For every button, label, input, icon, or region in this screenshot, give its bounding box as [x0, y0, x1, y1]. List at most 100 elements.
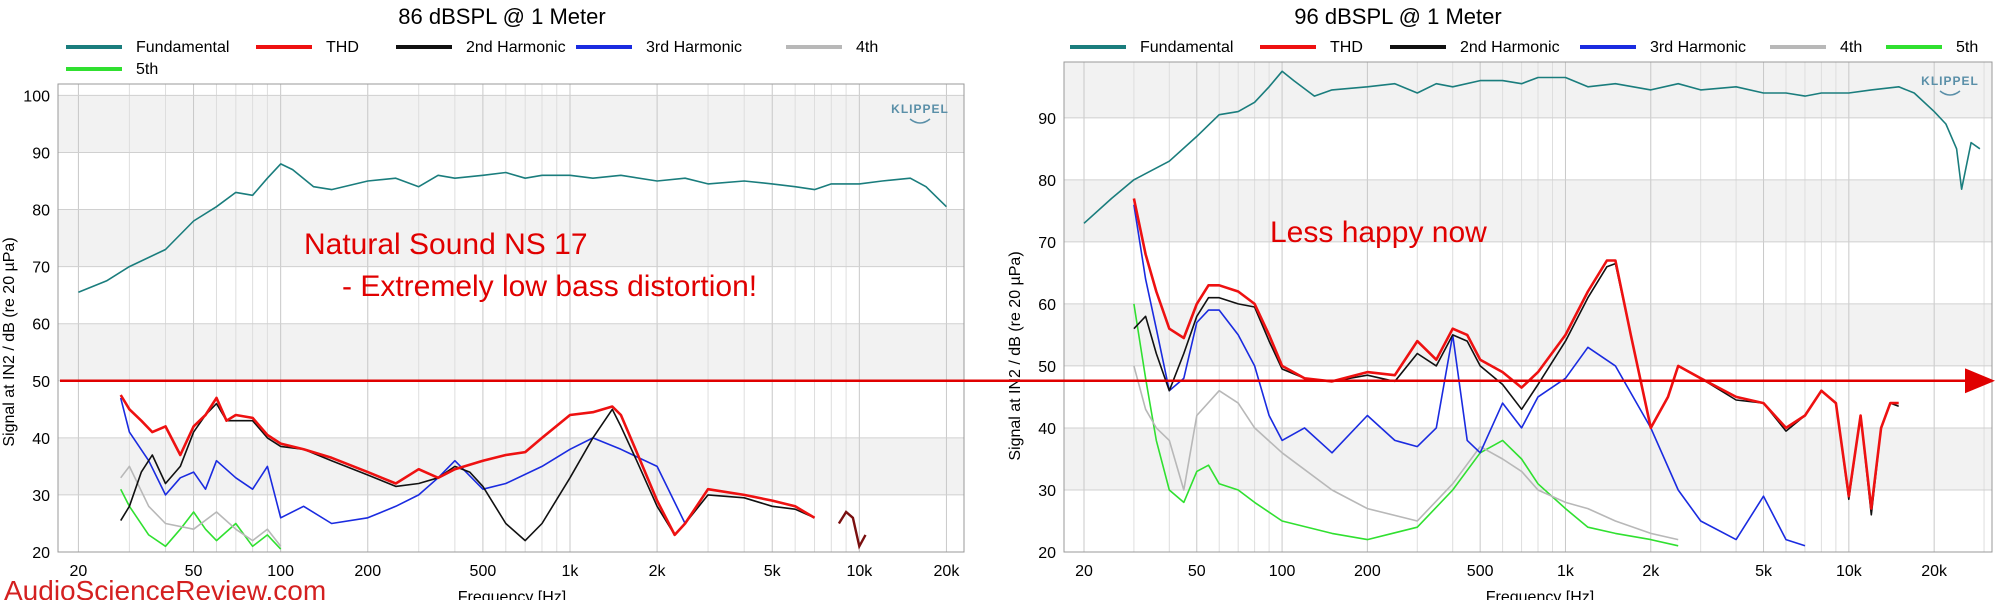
series-line-thd — [1132, 198, 1899, 510]
legend-label: 4th — [856, 39, 878, 56]
x-tick-label: 20k — [1921, 563, 1948, 580]
chart-96db: 96 dBSPL @ 1 Meter Fundamental THD 2nd Har… — [1007, 4, 1993, 600]
y-axis-label: Signal at IN2 / dB (re 20 µPa) — [1, 237, 18, 446]
series-line-3rd-harmonic — [119, 397, 686, 525]
series-line-fundamental — [78, 163, 947, 294]
legend-label: THD — [326, 39, 359, 56]
plot-area: 20 30 40 50 60 70 80 90 20 50 100 200 500 1k 2k 5k 10k 20… — [1038, 61, 1993, 580]
x-tick-label: 50 — [1188, 563, 1206, 580]
x-tick-label: 5k — [764, 563, 782, 580]
legend-item: 3rd Harmonic — [576, 39, 742, 56]
x-tick-label: 2k — [649, 563, 667, 580]
y-tick-label: 60 — [32, 317, 50, 334]
y-tick-label: 40 — [32, 431, 50, 448]
y-tick-label: 100 — [23, 88, 50, 105]
y-tick-label: 50 — [1038, 359, 1056, 376]
grid-band — [58, 437, 964, 495]
legend-item: THD — [1260, 39, 1363, 56]
legend-item: 5th — [66, 61, 158, 78]
x-tick-label: 20k — [934, 563, 961, 580]
x-tick-label: 500 — [470, 563, 497, 580]
grid-band — [1064, 62, 1992, 118]
x-axis-label: Frequency [Hz] — [1486, 589, 1594, 600]
x-tick-label: 20 — [1075, 563, 1093, 580]
plot-frame — [1063, 61, 1993, 553]
series-line-4th — [120, 465, 282, 547]
y-tick-label: 50 — [32, 374, 50, 391]
legend-item: 4th — [1770, 39, 1862, 56]
annotation-line-2: - Extremely low bass distortion! — [342, 270, 757, 303]
x-tick-label: 500 — [1467, 563, 1494, 580]
grid-band — [1064, 179, 1992, 242]
legend-label: 3rd Harmonic — [1650, 39, 1746, 56]
x-tick-label: 10k — [1836, 563, 1863, 580]
series-line-fundamental — [1083, 70, 1981, 224]
chart-86db: 86 dBSPL @ 1 Meter Fundamental THD 2nd Har… — [1, 4, 965, 600]
y-tick-label: 90 — [1038, 111, 1056, 128]
y-tick-label: 80 — [1038, 173, 1056, 190]
klippel-logo: KLIPPEL — [1921, 74, 1979, 88]
annotation-line-1: Natural Sound NS 17 — [304, 228, 588, 261]
legend-item: 2nd Harmonic — [396, 39, 566, 56]
legend-label: Fundamental — [136, 39, 229, 56]
y-tick-label: 30 — [32, 488, 50, 505]
legend-label: Fundamental — [1140, 39, 1233, 56]
y-tick-label: 40 — [1038, 421, 1056, 438]
x-tick-label: 1k — [1557, 563, 1575, 580]
y-tick-label: 20 — [1038, 545, 1056, 562]
y-tick-label: 60 — [1038, 297, 1056, 314]
legend-item: 4th — [786, 39, 878, 56]
grid-band — [58, 84, 964, 96]
series-line-5th — [119, 488, 282, 550]
legend-item: 2nd Harmonic — [1390, 39, 1560, 56]
annotation-line-1: Less happy now — [1270, 216, 1487, 249]
klippel-logo-swoosh — [909, 118, 931, 124]
series-line-5th — [1133, 303, 1679, 547]
x-tick-label: 50 — [185, 563, 203, 580]
x-tick-label: 10k — [846, 563, 873, 580]
grid-band — [58, 266, 964, 324]
grid-band — [58, 494, 964, 552]
grid-band — [58, 323, 964, 381]
x-tick-label: 100 — [1269, 563, 1296, 580]
grid-band — [1064, 489, 1992, 552]
legend-label: 2nd Harmonic — [1460, 39, 1560, 56]
legend-item: 5th — [1886, 39, 1978, 56]
y-tick-label: 20 — [32, 545, 50, 562]
y-tick-label: 90 — [32, 145, 50, 162]
y-tick-label: 70 — [32, 260, 50, 277]
legend-item: Fundamental — [1070, 39, 1233, 56]
y-tick-label: 30 — [1038, 483, 1056, 500]
x-tick-label: 20 — [70, 563, 88, 580]
plot-frame — [57, 83, 965, 553]
grid-band — [1064, 117, 1992, 180]
legend-label: 3rd Harmonic — [646, 39, 742, 56]
klippel-logo-swoosh — [1939, 90, 1961, 96]
x-tick-label: 200 — [1354, 563, 1381, 580]
x-tick-label: 200 — [354, 563, 381, 580]
series-line-thd — [119, 394, 816, 537]
x-axis-label: Frequency [Hz] — [458, 589, 566, 600]
legend-item: Fundamental — [66, 39, 229, 56]
chart-title: 86 dBSPL @ 1 Meter — [398, 4, 605, 29]
series-line-3rd-harmonic — [1133, 204, 1806, 547]
klippel-logo: KLIPPEL — [891, 102, 949, 116]
grid-band — [58, 209, 964, 267]
series-line-thd-extra — [837, 510, 867, 550]
grid-band — [1064, 303, 1992, 366]
legend-label: 5th — [136, 61, 158, 78]
y-tick-label: 70 — [1038, 235, 1056, 252]
grid-band — [58, 152, 964, 210]
legend: Fundamental THD 2nd Harmonic 3rd Harmonic 4t… — [1070, 39, 1978, 56]
x-tick-label: 5k — [1755, 563, 1773, 580]
watermark: AudioScienceReview.com — [4, 575, 326, 600]
x-tick-label: 100 — [267, 563, 294, 580]
legend-label: 2nd Harmonic — [466, 39, 566, 56]
x-tick-label: 2k — [1642, 563, 1660, 580]
chart-title: 96 dBSPL @ 1 Meter — [1294, 4, 1501, 29]
grid-band — [58, 95, 964, 153]
y-axis-label: Signal at IN2 / dB (re 20 µPa) — [1007, 251, 1024, 460]
series-line-4th — [1133, 365, 1679, 541]
grid-band — [1064, 365, 1992, 428]
